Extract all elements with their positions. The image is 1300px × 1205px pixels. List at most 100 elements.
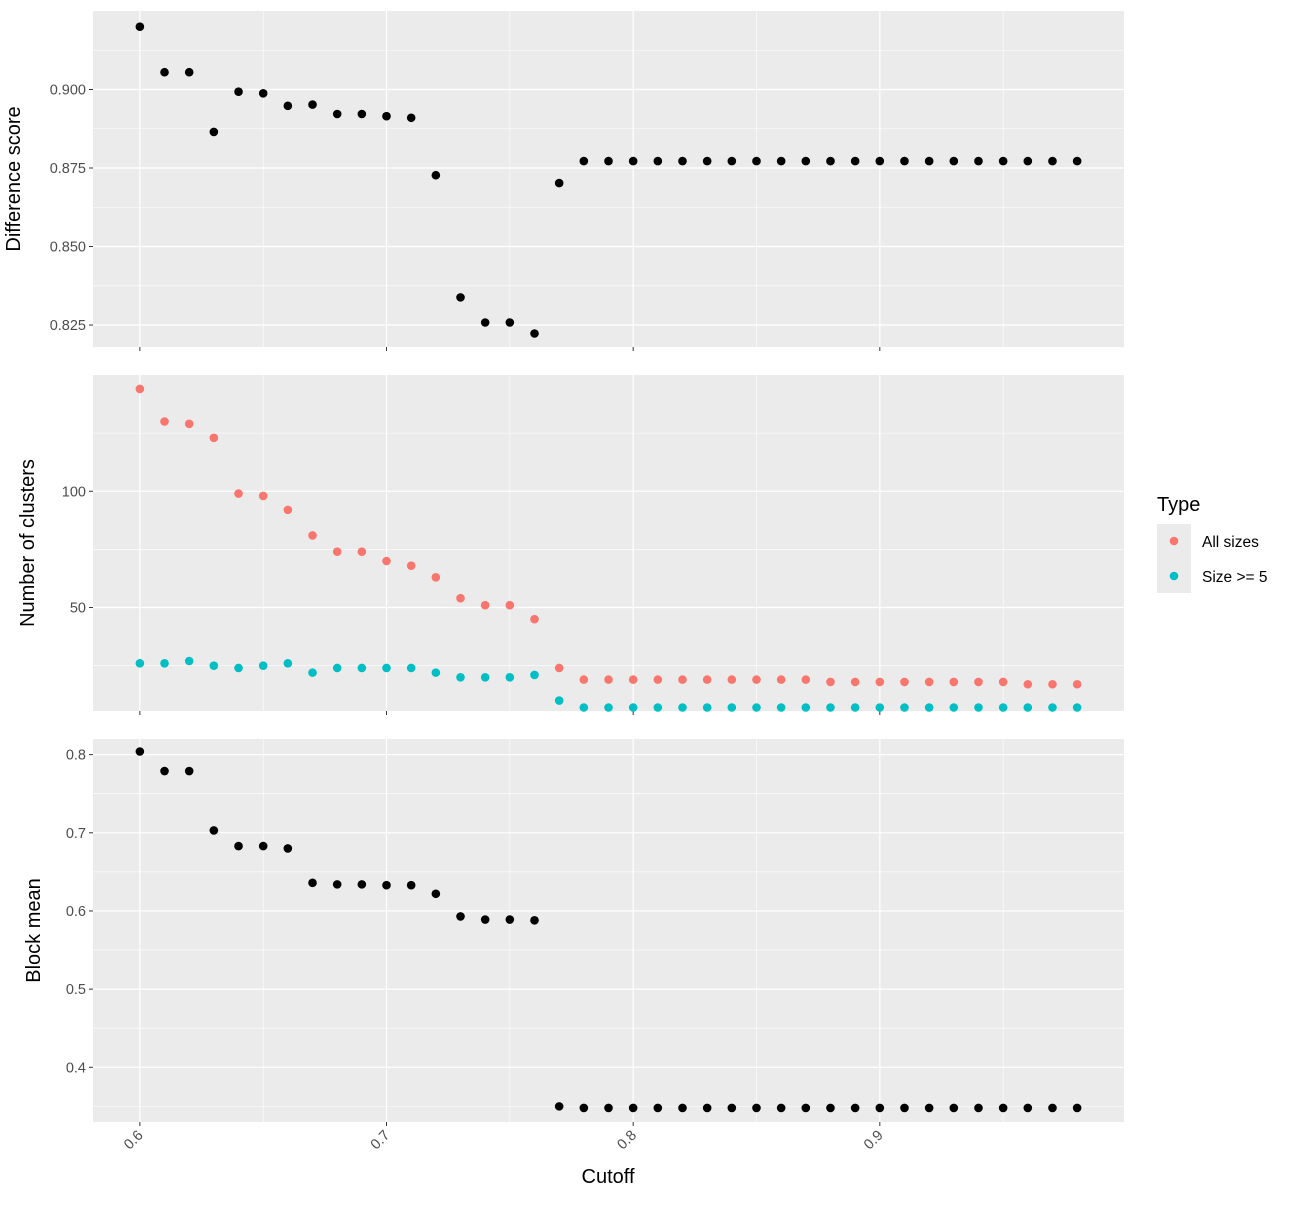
data-point (382, 663, 391, 673)
panel-background (93, 739, 1124, 1122)
data-point (406, 663, 416, 673)
data-point (505, 915, 515, 924)
y-tick-label: 0.875 (50, 161, 86, 177)
data-point (727, 703, 737, 712)
data-point (406, 113, 416, 123)
data-point (776, 1103, 786, 1113)
y-tick-label: 0.4 (66, 1060, 86, 1076)
data-point (480, 600, 490, 610)
data-point (234, 489, 243, 498)
panel-2: 50 100 Number of clusters (17, 375, 1124, 715)
legend-key-2 (1169, 571, 1179, 581)
data-point (283, 844, 293, 853)
data-point (332, 663, 342, 673)
data-point (160, 659, 169, 668)
data-point (850, 1103, 860, 1113)
data-point (332, 109, 342, 119)
data-point (752, 703, 761, 712)
data-point (752, 1103, 761, 1113)
data-point (1072, 679, 1082, 689)
data-point (801, 675, 811, 684)
data-point (924, 1103, 934, 1113)
data-point (702, 156, 712, 166)
series-size-5 (135, 656, 1082, 712)
data-point (900, 677, 909, 687)
panels-layer: 0.825 0.850 0.875 0.900 Difference score 50 10… (3, 11, 1124, 1153)
data-point (579, 703, 589, 712)
y-tick-label: 0.8 (66, 748, 86, 764)
data-point (974, 703, 983, 712)
data-point (308, 531, 317, 540)
data-point (924, 703, 934, 712)
y-tick-label: 0.5 (66, 982, 86, 998)
data-point (678, 675, 687, 684)
data-point (998, 677, 1008, 687)
data-point (850, 156, 860, 166)
data-point (431, 572, 441, 582)
y-tick-label: 50 (70, 601, 86, 617)
data-point (949, 156, 959, 166)
data-point (308, 100, 317, 109)
data-point (653, 703, 663, 712)
data-point (382, 556, 391, 566)
data-point (480, 672, 490, 682)
data-point (653, 1103, 663, 1113)
y-tick-label: 0.6 (66, 904, 86, 920)
legend-title: Type (1157, 494, 1200, 516)
data-point (530, 614, 539, 624)
data-point (678, 703, 687, 712)
data-point (1048, 679, 1057, 689)
data-point (776, 703, 786, 712)
data-point (752, 675, 761, 684)
data-point (949, 703, 959, 712)
data-point (1023, 679, 1033, 689)
data-point (234, 663, 243, 673)
data-point (727, 675, 737, 684)
data-point (1072, 703, 1082, 712)
data-point (160, 417, 169, 426)
data-point (1023, 1103, 1033, 1113)
y-tick-label: 0.850 (50, 240, 86, 256)
data-point (900, 156, 909, 166)
data-point (160, 67, 169, 77)
data-point (727, 156, 737, 166)
data-point (135, 384, 145, 394)
y-axis-title: Difference score (3, 106, 25, 251)
data-point (604, 1103, 613, 1113)
data-point (702, 703, 712, 712)
data-point (184, 67, 194, 77)
data-point (653, 156, 663, 166)
data-point (431, 889, 441, 899)
data-point (678, 1103, 687, 1113)
data-point (209, 661, 219, 670)
data-point (530, 329, 539, 338)
data-point (801, 703, 811, 712)
data-point (875, 677, 885, 687)
data-point (579, 675, 589, 684)
data-point (505, 318, 515, 327)
data-point (332, 547, 342, 557)
data-point (826, 703, 835, 712)
data-point (875, 703, 885, 712)
data-point (776, 675, 786, 684)
data-point (258, 491, 268, 501)
series-points (135, 747, 1082, 1113)
y-axis-title: Block mean (23, 878, 45, 983)
data-point (505, 600, 515, 610)
data-point (1048, 1103, 1057, 1113)
x-tick-label: 0.6 (121, 1128, 147, 1154)
data-point (628, 156, 638, 166)
data-point (826, 1103, 835, 1113)
data-point (604, 703, 613, 712)
data-point (505, 672, 515, 682)
data-point (530, 916, 539, 925)
data-point (579, 156, 589, 166)
data-point (431, 668, 441, 677)
data-point (752, 156, 761, 166)
data-point (209, 127, 219, 137)
legend-entry-label: All sizes (1202, 534, 1259, 551)
x-tick-label: 0.7 (368, 1128, 394, 1154)
legend: Type All sizes Size >= 5 (1157, 494, 1268, 593)
data-point (776, 156, 786, 166)
